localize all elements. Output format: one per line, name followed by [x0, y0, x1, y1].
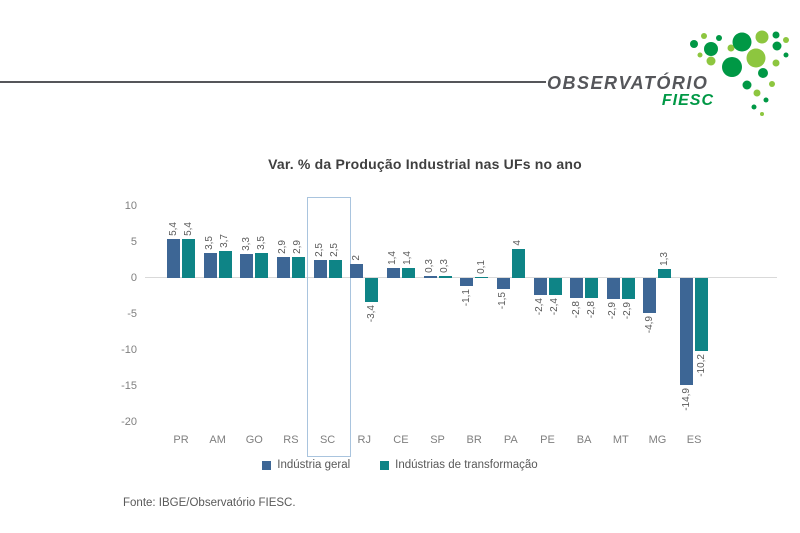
- bar-value-label: -1,5: [497, 292, 509, 310]
- y-tick-label: 0: [130, 272, 137, 284]
- bar-value-label: -2,8: [585, 301, 597, 319]
- y-tick-label: 5: [130, 236, 137, 248]
- bar: [182, 239, 195, 278]
- x-axis-label: SP: [430, 434, 445, 446]
- bar-value-label: 2,5: [329, 243, 341, 257]
- bar: [460, 278, 474, 286]
- bar: [496, 278, 510, 289]
- legend-label: Indústrias de transformação: [395, 459, 538, 471]
- bar-value-label: -14,9: [680, 388, 692, 411]
- bar: [328, 260, 342, 278]
- bar-value-label: 1,4: [387, 251, 399, 265]
- bar: [386, 268, 400, 278]
- x-axis-label: PR: [173, 434, 189, 446]
- bar-value-label: 2,9: [277, 240, 289, 254]
- bar-value-label: 2,9: [292, 240, 304, 254]
- bar: [438, 276, 452, 278]
- bar: [423, 276, 437, 278]
- bar-value-label: -2,8: [570, 301, 582, 319]
- y-tick-label: -20: [121, 416, 137, 428]
- zero-axis-line: [145, 277, 777, 278]
- bar-value-label: 5,4: [182, 222, 194, 236]
- bar-value-label: 0,1: [475, 260, 487, 274]
- sc-highlight-box: [306, 197, 351, 457]
- x-axis-label: GO: [245, 434, 263, 446]
- bar: [255, 253, 269, 278]
- y-tick-label: -10: [121, 344, 137, 356]
- bar: [680, 278, 694, 385]
- bar-value-label: 3,5: [204, 236, 216, 250]
- bar: [240, 254, 254, 278]
- x-axis-label: AM: [209, 434, 226, 446]
- bar-value-label: 0,3: [439, 259, 451, 273]
- bar: [533, 278, 547, 295]
- legend-item-industrias-transformacao: Indústrias de transformação: [380, 459, 538, 471]
- bar: [570, 278, 584, 298]
- bar-value-label: -2,9: [607, 302, 619, 320]
- x-axis-label: SC: [319, 434, 336, 446]
- chart-legend: Indústria geral Indústrias de transforma…: [0, 459, 800, 471]
- bar: [350, 264, 364, 278]
- bar: [621, 278, 635, 299]
- x-axis-label: RJ: [357, 434, 371, 446]
- y-tick-label: -5: [127, 308, 137, 320]
- y-tick-label: -15: [121, 380, 137, 392]
- bar: [643, 278, 657, 313]
- bar-value-label: -2,4: [549, 298, 560, 316]
- bar: [167, 239, 180, 278]
- bar-value-label: 1,4: [402, 251, 414, 265]
- legend-item-industria-geral: Indústria geral: [262, 459, 350, 471]
- legend-swatch-icon: [380, 460, 390, 470]
- bar-value-label: 2: [350, 255, 362, 261]
- bar-value-label: -2,4: [534, 298, 545, 316]
- bar-value-label: 3,3: [240, 237, 252, 251]
- bar-value-label: 0,3: [424, 259, 436, 273]
- bar: [475, 277, 489, 278]
- chart-plot-area: 10 5 0 -5 -10 -15 -20 PR 5,4 5,4 AM 3,5 3,7 GO 3,3 3,5 R…: [121, 196, 780, 457]
- x-axis-label: BR: [466, 434, 482, 446]
- bar: [218, 251, 232, 278]
- bar: [548, 278, 562, 295]
- source-note: Fonte: IBGE/Observatório FIESC.: [123, 497, 296, 509]
- x-axis-label: RS: [283, 434, 299, 446]
- x-axis-label: PA: [503, 434, 518, 446]
- x-axis-label: BA: [576, 434, 592, 446]
- bar-value-label: 2,5: [314, 243, 326, 257]
- bar: [365, 278, 379, 302]
- bar-value-label: -1,1: [460, 289, 472, 307]
- bar: [606, 278, 620, 299]
- bar-value-label: 5,4: [167, 222, 179, 236]
- x-axis-label: CE: [393, 434, 409, 446]
- bar: [585, 278, 599, 298]
- fiesc-map-dots-icon: [690, 30, 789, 116]
- bar: [203, 253, 217, 278]
- logo-observatorio-text: OBSERVATÓRIO: [547, 73, 709, 93]
- bar: [401, 268, 415, 278]
- x-axis-label: MT: [612, 434, 629, 446]
- bar-value-label: 3,7: [219, 234, 231, 248]
- bar-value-label: -3,4: [365, 305, 377, 323]
- x-axis-label: ES: [686, 434, 702, 446]
- bar: [658, 269, 672, 278]
- legend-label: Indústria geral: [277, 459, 351, 471]
- bar: [291, 257, 305, 278]
- logo-fiesc-text: FIESC: [661, 92, 714, 109]
- bar-value-label: -4,9: [643, 316, 655, 334]
- bar-value-label: -2,9: [622, 302, 634, 320]
- bar-value-label: -10,2: [695, 354, 707, 377]
- bar: [695, 278, 709, 351]
- header-divider: [0, 81, 546, 83]
- bar-value-label: 4: [512, 240, 524, 246]
- x-axis-label: MG: [648, 434, 667, 446]
- y-tick-label: 10: [124, 200, 137, 212]
- chart-title: Var. % da Produção Industrial nas UFs no…: [268, 156, 582, 172]
- legend-swatch-icon: [262, 460, 272, 470]
- bar: [313, 260, 327, 278]
- bar: [511, 249, 525, 278]
- bar: [276, 257, 290, 278]
- bar-value-label: 3,5: [255, 236, 267, 250]
- bar-value-label: 1,3: [658, 252, 670, 266]
- x-axis-label: PE: [540, 434, 555, 446]
